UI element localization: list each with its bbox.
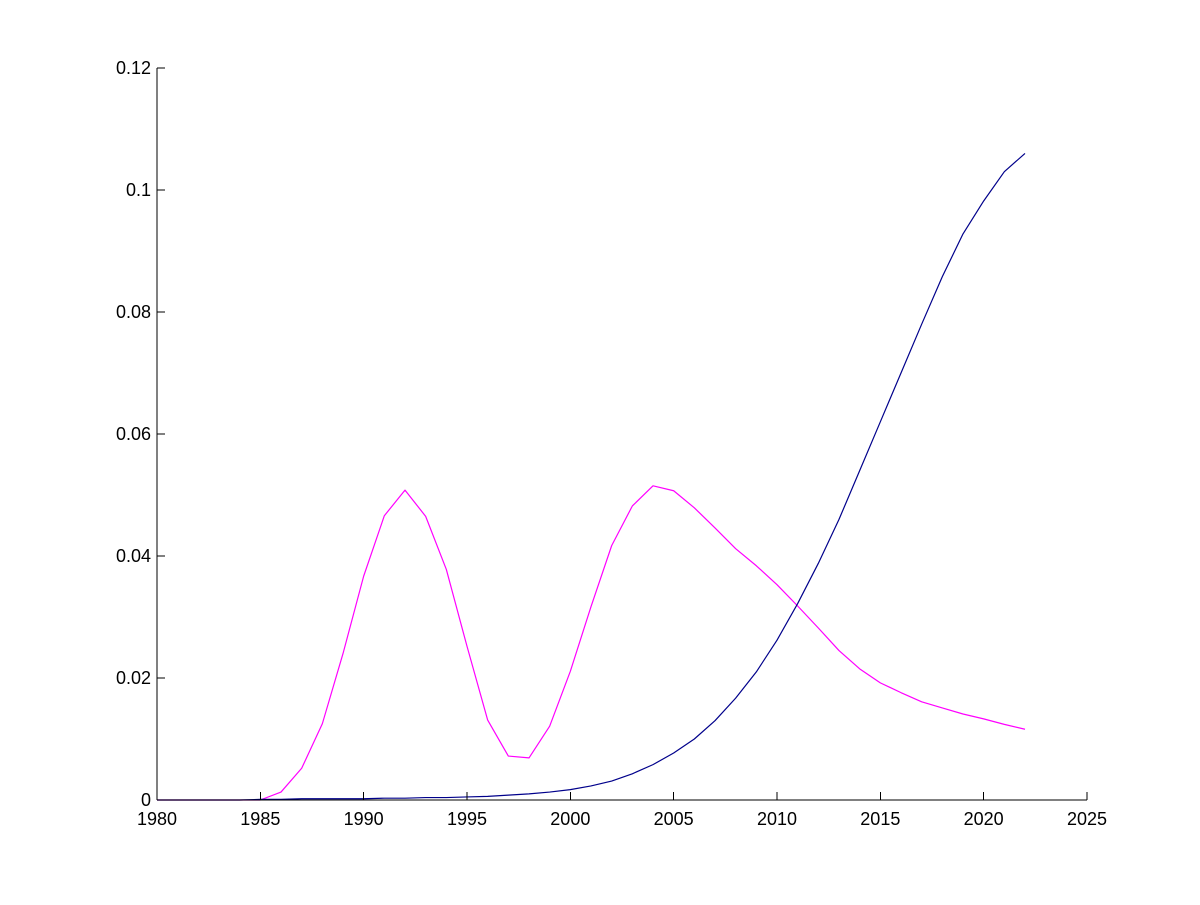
y-tick-label: 0.06 [116,424,151,444]
x-tick-label: 1985 [240,809,280,829]
x-tick-label: 2000 [550,809,590,829]
x-tick-label: 2010 [757,809,797,829]
x-tick-label: 1990 [344,809,384,829]
series-line-2 [157,152,1026,801]
y-tick-label: 0.08 [116,302,151,322]
x-tick-label: 2020 [964,809,1004,829]
y-tick-label: 0.12 [116,58,151,78]
x-tick-label: 1995 [447,809,487,829]
y-tick-label: 0 [141,790,151,810]
y-tick-label: 0.02 [116,668,151,688]
x-tick-label: 1980 [137,809,177,829]
y-tick-label: 0.1 [126,180,151,200]
series-line-1 [157,485,1026,801]
axes-layer [156,68,1087,801]
x-axis-ticks: 1980 1985 1990 1995 2000 2005 2010 2015 2020 2025 [137,792,1107,829]
x-tick-label: 2015 [860,809,900,829]
x-tick-label: 2005 [654,809,694,829]
x-tick-label: 2025 [1067,809,1107,829]
series-layer [157,152,1026,801]
y-tick-label: 0.04 [116,546,151,566]
y-axis-ticks: 0 0.02 0.04 0.06 0.08 0.1 0.12 [116,58,165,810]
